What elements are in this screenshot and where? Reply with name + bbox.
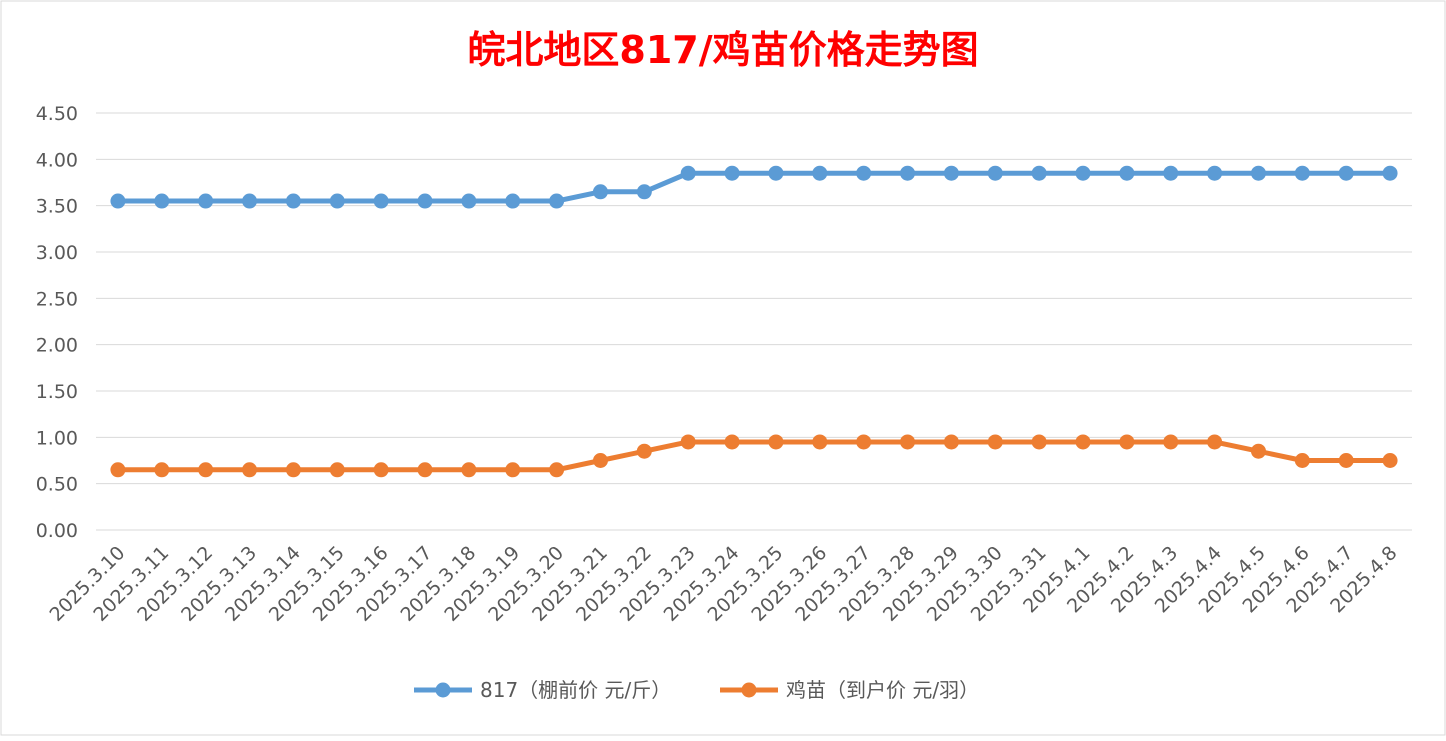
data-point [1250, 443, 1266, 459]
data-point [680, 434, 696, 450]
data-point [1163, 434, 1179, 450]
y-axis-ticks: 0.00 0.50 1.00 1.50 2.00 2.50 3.00 3.50 4.00 4.50 [36, 103, 78, 542]
data-point [636, 184, 652, 200]
y-tick-label: 2.50 [36, 288, 78, 310]
legend-label-chick: 鸡苗（到户价 元/羽） [786, 678, 979, 702]
chart-title: 皖北地区817/鸡苗价格走势图 [467, 28, 978, 72]
data-point [812, 165, 828, 181]
data-point [110, 462, 126, 478]
data-point [329, 462, 345, 478]
data-point [1031, 434, 1047, 450]
data-point [900, 165, 916, 181]
data-point [505, 462, 521, 478]
data-point [724, 165, 740, 181]
data-point [592, 453, 608, 468]
data-point [812, 434, 828, 450]
y-tick-label: 3.00 [36, 242, 78, 264]
data-point [505, 193, 521, 209]
legend: 817（棚前价 元/斤） 鸡苗（到户价 元/羽） [414, 678, 979, 702]
data-point [198, 462, 214, 478]
data-point [943, 165, 959, 181]
data-point [242, 193, 258, 209]
legend-label-817: 817（棚前价 元/斤） [480, 678, 671, 702]
y-tick-label: 4.00 [36, 149, 78, 171]
data-point [1382, 453, 1398, 468]
data-point [110, 193, 126, 209]
series-group [110, 165, 1398, 478]
data-point [1075, 165, 1091, 181]
data-point [856, 434, 872, 450]
data-point [1075, 434, 1091, 450]
data-point [373, 193, 389, 209]
y-tick-label: 2.00 [36, 335, 78, 357]
data-point [461, 193, 477, 209]
data-point [768, 434, 784, 450]
data-point [943, 434, 959, 450]
data-point [1338, 453, 1354, 468]
data-point [549, 462, 565, 478]
legend-item-chick: 鸡苗（到户价 元/羽） [720, 678, 979, 702]
data-point [1031, 165, 1047, 181]
data-point [549, 193, 565, 209]
data-point [680, 165, 696, 181]
data-point [198, 193, 214, 209]
data-point [987, 434, 1003, 450]
y-tick-label: 4.50 [36, 103, 78, 125]
data-point [154, 193, 170, 209]
data-point [768, 165, 784, 181]
data-point [1338, 165, 1354, 181]
data-point [1119, 434, 1135, 450]
y-tick-label: 0.00 [36, 520, 78, 542]
data-point [900, 434, 916, 450]
data-point [724, 434, 740, 450]
legend-marker-chick [741, 682, 757, 698]
data-point [987, 165, 1003, 181]
legend-item-817: 817（棚前价 元/斤） [414, 678, 671, 702]
data-point [242, 462, 258, 478]
data-point [461, 462, 477, 478]
data-point [417, 462, 433, 478]
data-point [636, 443, 652, 459]
data-point [1250, 165, 1266, 181]
data-point [856, 165, 872, 181]
data-point [154, 462, 170, 478]
y-tick-label: 0.50 [36, 474, 78, 496]
series-0 [110, 165, 1398, 209]
data-point [1207, 434, 1223, 450]
data-point [1163, 165, 1179, 181]
data-point [417, 193, 433, 209]
data-point [1207, 165, 1223, 181]
data-point [373, 462, 389, 478]
data-point [285, 193, 301, 209]
data-point [1382, 165, 1398, 181]
gridlines [96, 112, 1412, 531]
data-point [1294, 453, 1310, 468]
y-tick-label: 1.00 [36, 427, 78, 449]
data-point [1119, 165, 1135, 181]
data-point [1294, 165, 1310, 181]
series-1 [110, 434, 1398, 478]
legend-marker-817 [435, 682, 451, 698]
y-tick-label: 1.50 [36, 381, 78, 403]
data-point [285, 462, 301, 478]
y-tick-label: 3.50 [36, 196, 78, 218]
data-point [329, 193, 345, 209]
data-point [592, 184, 608, 200]
